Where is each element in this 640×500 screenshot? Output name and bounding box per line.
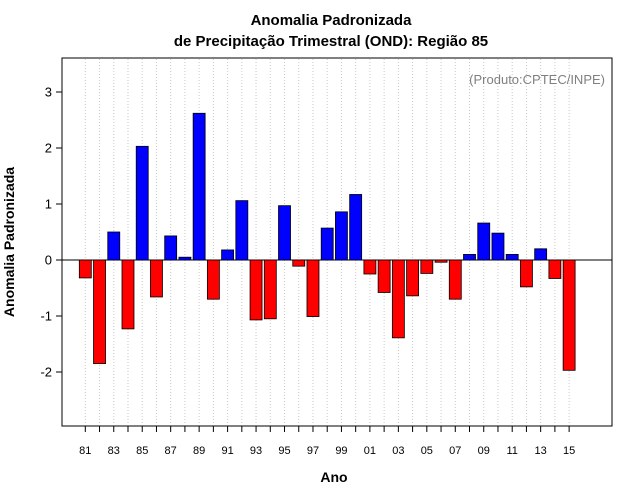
y-tick-label-4: 2 [45,141,52,156]
bar-2003 [391,259,405,339]
bar-2011 [505,253,519,261]
credit-label: (Produto:CPTEC/INPE) [469,72,605,87]
bar-1989 [192,112,206,261]
x-tick-label-07: 07 [449,445,461,457]
bar-1984 [121,259,135,330]
y-axis-label: Anomalia Padronizada [1,167,17,317]
x-tick-label-05: 05 [421,445,433,457]
bar-1995 [278,205,291,261]
bar-1986 [150,259,163,298]
bar-2010 [491,232,505,261]
y-tick-label-5: 3 [45,85,52,100]
bar-1982 [93,259,106,364]
bar-1996 [292,259,306,267]
x-axis-label: Ano [320,469,347,485]
bar-2012 [520,259,533,288]
x-tick-label-11: 11 [506,445,517,457]
bar-2005 [420,259,434,274]
bar-1983 [107,231,121,261]
x-tick-label-89: 89 [193,445,205,457]
chart-title-line1: Anomalia Padronizada [251,12,413,29]
bar-2002 [377,259,391,293]
bar-2013 [534,248,548,261]
bar-1991 [221,249,235,261]
bar-1988 [178,256,192,261]
bar-2009 [477,222,491,261]
bar-2014 [548,259,562,279]
x-tick-label-97: 97 [307,445,319,457]
x-tick-label-83: 83 [108,445,120,457]
bar-2007 [448,259,462,300]
chart-title-line2: de Precipitação Trimestral (OND): Região… [174,33,488,50]
y-tick-label-2: 0 [45,253,52,268]
y-tick-label-0: -2 [40,365,52,380]
bar-1997 [306,259,320,317]
bar-1999 [335,211,348,261]
x-tick-label-13: 13 [535,445,547,457]
bar-1998 [320,227,334,261]
y-tick-label-3: 1 [45,197,52,212]
y-tick-label-1: -1 [40,309,52,324]
x-tick-label-99: 99 [335,445,347,457]
x-tick-label-87: 87 [165,445,177,457]
x-tick-label-91: 91 [221,445,233,457]
x-tick-label-15: 15 [563,445,575,457]
bar-1990 [206,259,220,300]
y-axis: -2 -1 0 1 2 3 [40,85,62,380]
x-tick-label-85: 85 [136,445,148,457]
x-tick-label-95: 95 [278,445,290,457]
bar-1985 [135,145,149,261]
bar-2008 [463,253,476,261]
bar-2006 [434,259,448,263]
bar-1981 [78,259,92,279]
x-tick-label-03: 03 [392,445,404,457]
bars [78,112,576,371]
bar-1987 [164,235,178,261]
bar-2001 [363,259,377,275]
bar-2004 [406,259,419,297]
x-tick-label-81: 81 [79,445,91,457]
bar-1994 [263,259,277,320]
bar-2000 [349,194,363,261]
x-tick-label-01: 01 [364,445,376,457]
plot-frame [61,57,613,427]
x-axis: 81 83 85 87 89 91 93 95 97 99 01 03 05 07 09 11 13 15 [79,426,575,457]
bar-1992 [235,200,249,261]
x-tick-label-93: 93 [250,445,262,457]
bar-2015 [562,259,576,371]
x-tick-label-09: 09 [478,445,490,457]
bar-1993 [249,259,263,321]
